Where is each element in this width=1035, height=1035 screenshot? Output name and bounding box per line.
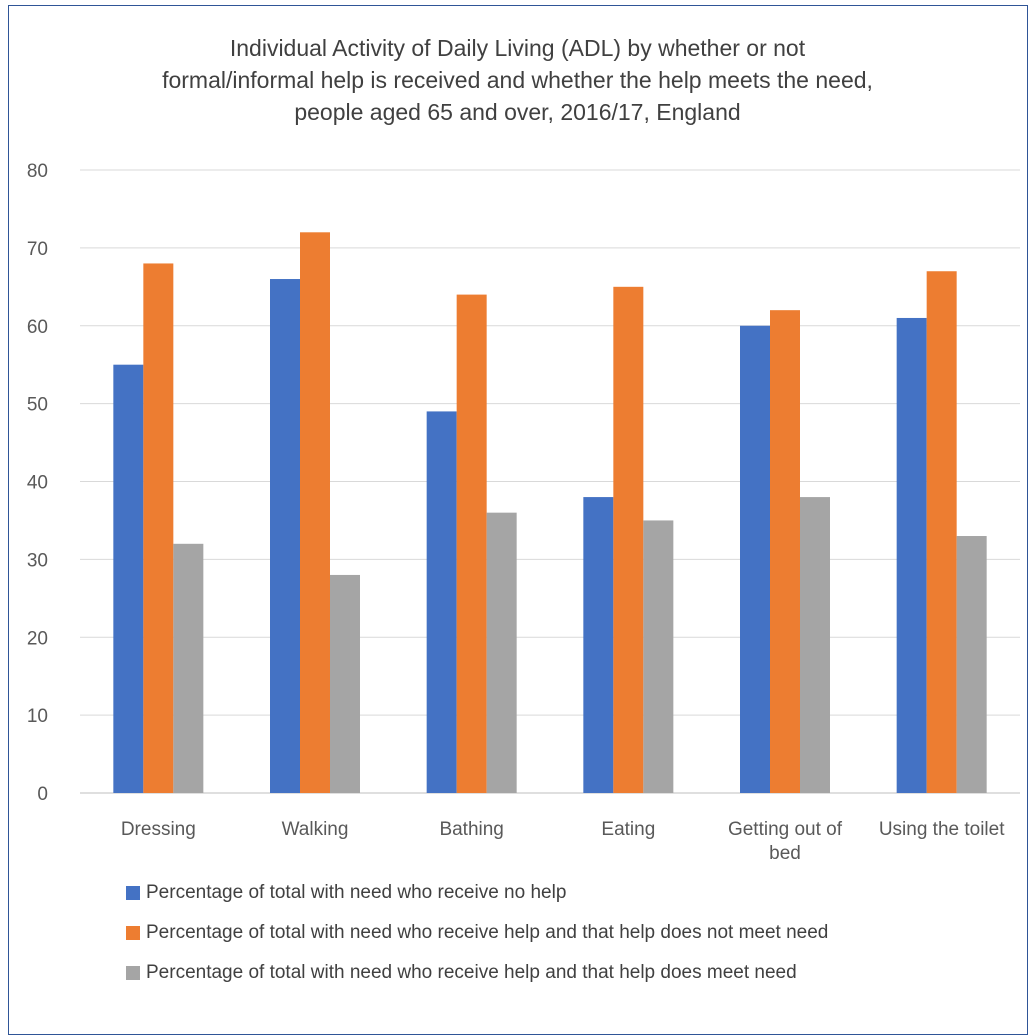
y-tick-label: 70 <box>27 239 48 260</box>
legend-swatch <box>126 966 140 980</box>
bar-1 <box>896 317 927 793</box>
x-tick-label: Getting out of bed <box>728 819 843 864</box>
chart-frame <box>8 5 1028 1035</box>
y-tick-label: 60 <box>27 317 48 338</box>
bar-2 <box>613 286 644 793</box>
bar-3 <box>173 543 204 793</box>
legend-label: Percentage of total with need who receiv… <box>146 962 797 983</box>
y-tick-label: 10 <box>27 706 48 727</box>
bar-3 <box>956 536 987 793</box>
legend-label: Percentage of total with need who receiv… <box>146 922 829 943</box>
chart-title-line-2: formal/informal help is received and whe… <box>162 67 873 93</box>
y-tick-label: 50 <box>27 395 48 416</box>
legend-swatch <box>126 886 140 900</box>
bar-3 <box>800 497 830 793</box>
y-tick-label: 0 <box>37 784 48 805</box>
bar-2 <box>300 232 330 794</box>
legend-item: Percentage of total with need who receiv… <box>126 921 828 945</box>
legend-item: Percentage of total with need who receiv… <box>126 961 797 985</box>
x-tick-label-line: Dressing <box>121 819 196 840</box>
x-tick-label-line: Eating <box>601 819 655 840</box>
x-tick-label: Bathing <box>439 819 503 840</box>
chart-title-line-1: Individual Activity of Daily Living (ADL… <box>229 35 806 61</box>
x-tick-label-line: Getting out of <box>728 819 843 840</box>
x-tick-label-line: Walking <box>282 819 349 840</box>
bar-1 <box>270 279 300 793</box>
bar-1 <box>426 411 457 793</box>
x-tick-label-line: Using the toilet <box>879 819 1005 840</box>
x-tick-label: Walking <box>282 819 349 840</box>
x-tick-label-line: Bathing <box>439 819 503 840</box>
y-tick-label: 20 <box>27 628 48 649</box>
legend-swatch <box>126 926 140 940</box>
y-tick-label: 80 <box>27 161 48 182</box>
bar-2 <box>456 294 487 793</box>
bar-1 <box>583 497 614 793</box>
legend-label: Percentage of total with need who receiv… <box>146 882 567 903</box>
bar-1 <box>740 325 770 793</box>
bar-1 <box>113 364 144 793</box>
x-tick-label: Dressing <box>121 819 196 840</box>
bar-3 <box>643 520 674 793</box>
x-tick-label: Using the toilet <box>879 819 1005 840</box>
bar-2 <box>143 263 174 793</box>
x-tick-label-line: bed <box>769 843 801 864</box>
chart-title: Individual Activity of Daily Living (ADL… <box>0 32 1035 128</box>
bar-3 <box>330 574 360 793</box>
y-tick-label: 30 <box>27 550 48 571</box>
bar-2 <box>770 310 800 793</box>
legend-item: Percentage of total with need who receiv… <box>126 881 566 905</box>
y-tick-label: 40 <box>27 473 48 494</box>
bar-2 <box>926 271 957 793</box>
bar-3 <box>486 512 517 793</box>
x-tick-label: Eating <box>601 819 655 840</box>
chart-title-line-3: people aged 65 and over, 2016/17, Englan… <box>294 99 741 125</box>
